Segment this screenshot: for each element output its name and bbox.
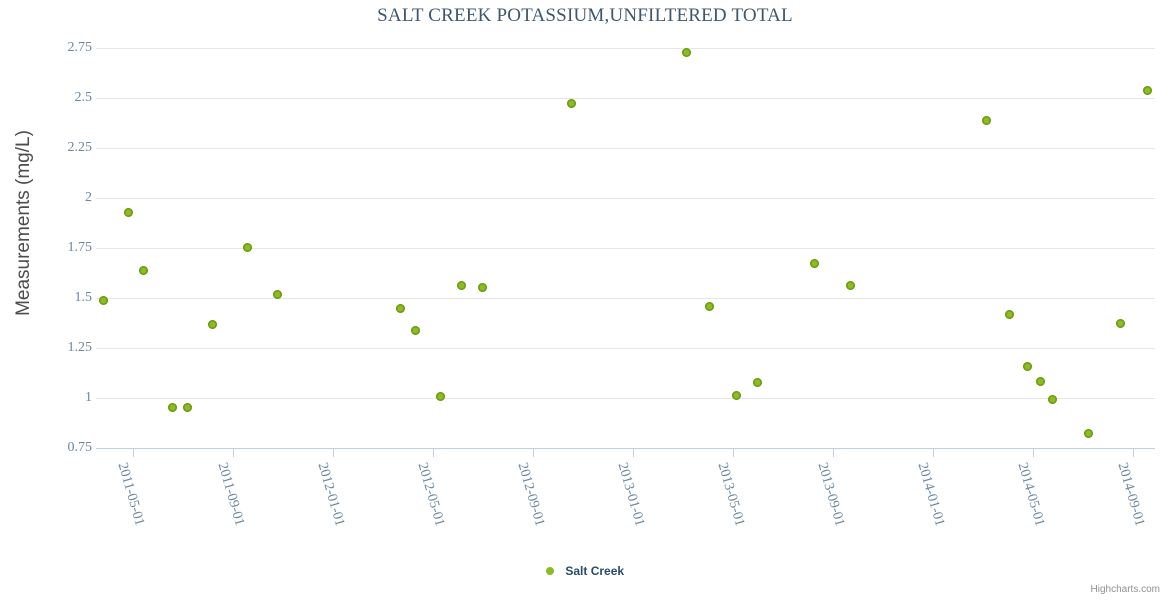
y-axis-tick-label: 0.75: [67, 440, 93, 455]
y-gridline: [96, 298, 1155, 299]
x-axis-tick-label: 2012-09-01: [514, 461, 548, 528]
data-point[interactable]: [681, 47, 691, 57]
data-point[interactable]: [98, 295, 108, 305]
x-axis-tick-label: 2013-09-01: [814, 461, 848, 528]
data-point[interactable]: [566, 98, 576, 108]
data-point[interactable]: [704, 301, 714, 311]
y-gridline: [96, 48, 1155, 49]
highcharts-credits-link[interactable]: Highcharts.com: [1090, 584, 1160, 595]
y-gridline: [96, 398, 1155, 399]
data-point[interactable]: [752, 377, 762, 387]
x-axis-tick-mark: [1133, 448, 1134, 457]
data-point[interactable]: [1142, 85, 1152, 95]
x-axis-tick-label: 2011-05-01: [114, 461, 147, 528]
data-point[interactable]: [477, 282, 487, 292]
y-axis-tick-label: 1.5: [74, 290, 93, 305]
legend-marker-icon: [545, 566, 554, 575]
data-point[interactable]: [242, 242, 252, 252]
y-axis-tick-label: 2.75: [67, 40, 93, 55]
x-axis-tick-mark: [433, 448, 434, 457]
y-axis-tick-label: 1: [85, 390, 92, 405]
data-point[interactable]: [1022, 361, 1032, 371]
x-axis-line: [96, 448, 1155, 449]
data-point[interactable]: [167, 402, 177, 412]
x-axis-tick-mark: [833, 448, 834, 457]
x-axis-tick-label: 2012-01-01: [314, 461, 348, 528]
y-axis-tick-label: 2.25: [67, 140, 93, 155]
x-axis-tick-label: 2012-05-01: [414, 461, 448, 528]
y-axis-tick-label: 2.5: [74, 90, 93, 105]
y-gridline: [96, 248, 1155, 249]
y-gridline: [96, 148, 1155, 149]
y-axis-tick-labels: 2.75 2.5 2.25 2 1.75 1.5 1.25 1 0.75: [0, 40, 93, 455]
x-axis-tick-mark: [133, 448, 134, 457]
y-axis-tick-label: 2: [85, 190, 92, 205]
data-point[interactable]: [809, 258, 819, 268]
plot-area: [96, 47, 1155, 449]
data-point[interactable]: [845, 280, 855, 290]
data-point[interactable]: [1083, 428, 1093, 438]
x-axis-tick-mark: [1033, 448, 1034, 457]
x-axis-tick-label: 2014-01-01: [914, 461, 948, 528]
data-point[interactable]: [456, 280, 466, 290]
x-axis-tick-label: 2014-09-01: [1114, 461, 1148, 528]
x-axis-tick-mark: [233, 448, 234, 457]
data-point[interactable]: [207, 319, 217, 329]
x-axis-tick-mark: [633, 448, 634, 457]
data-point[interactable]: [981, 115, 991, 125]
data-point[interactable]: [410, 325, 420, 335]
x-axis-tick-label: 2011-09-01: [214, 461, 247, 528]
x-axis-tick-mark: [933, 448, 934, 457]
data-point[interactable]: [1004, 309, 1014, 319]
data-point[interactable]: [395, 303, 405, 313]
data-point[interactable]: [731, 390, 741, 400]
x-axis-tick-mark: [333, 448, 334, 457]
x-axis-tick-label: 2013-01-01: [614, 461, 648, 528]
data-point[interactable]: [435, 391, 445, 401]
data-point[interactable]: [138, 265, 148, 275]
chart-title: SALT CREEK POTASSIUM,UNFILTERED TOTAL: [377, 5, 793, 26]
x-axis-tick-mark: [533, 448, 534, 457]
y-axis-tick-label: 1.75: [67, 240, 93, 255]
y-gridline: [96, 98, 1155, 99]
data-point[interactable]: [123, 207, 133, 217]
x-axis-tick-label: 2014-05-01: [1014, 461, 1048, 528]
y-gridline: [96, 198, 1155, 199]
chart-legend: Salt Creek: [0, 562, 1170, 580]
y-axis-tick-label: 1.25: [67, 340, 93, 355]
legend-item-label: Salt Creek: [565, 563, 625, 578]
x-axis-tick-mark: [733, 448, 734, 457]
data-point[interactable]: [272, 289, 282, 299]
legend-item-salt-creek[interactable]: Salt Creek: [545, 562, 625, 580]
y-gridline: [96, 348, 1155, 349]
data-point[interactable]: [182, 402, 192, 412]
data-point[interactable]: [1047, 394, 1057, 404]
data-point[interactable]: [1035, 376, 1045, 386]
data-point[interactable]: [1115, 318, 1125, 328]
x-axis-tick-label: 2013-05-01: [714, 461, 748, 528]
